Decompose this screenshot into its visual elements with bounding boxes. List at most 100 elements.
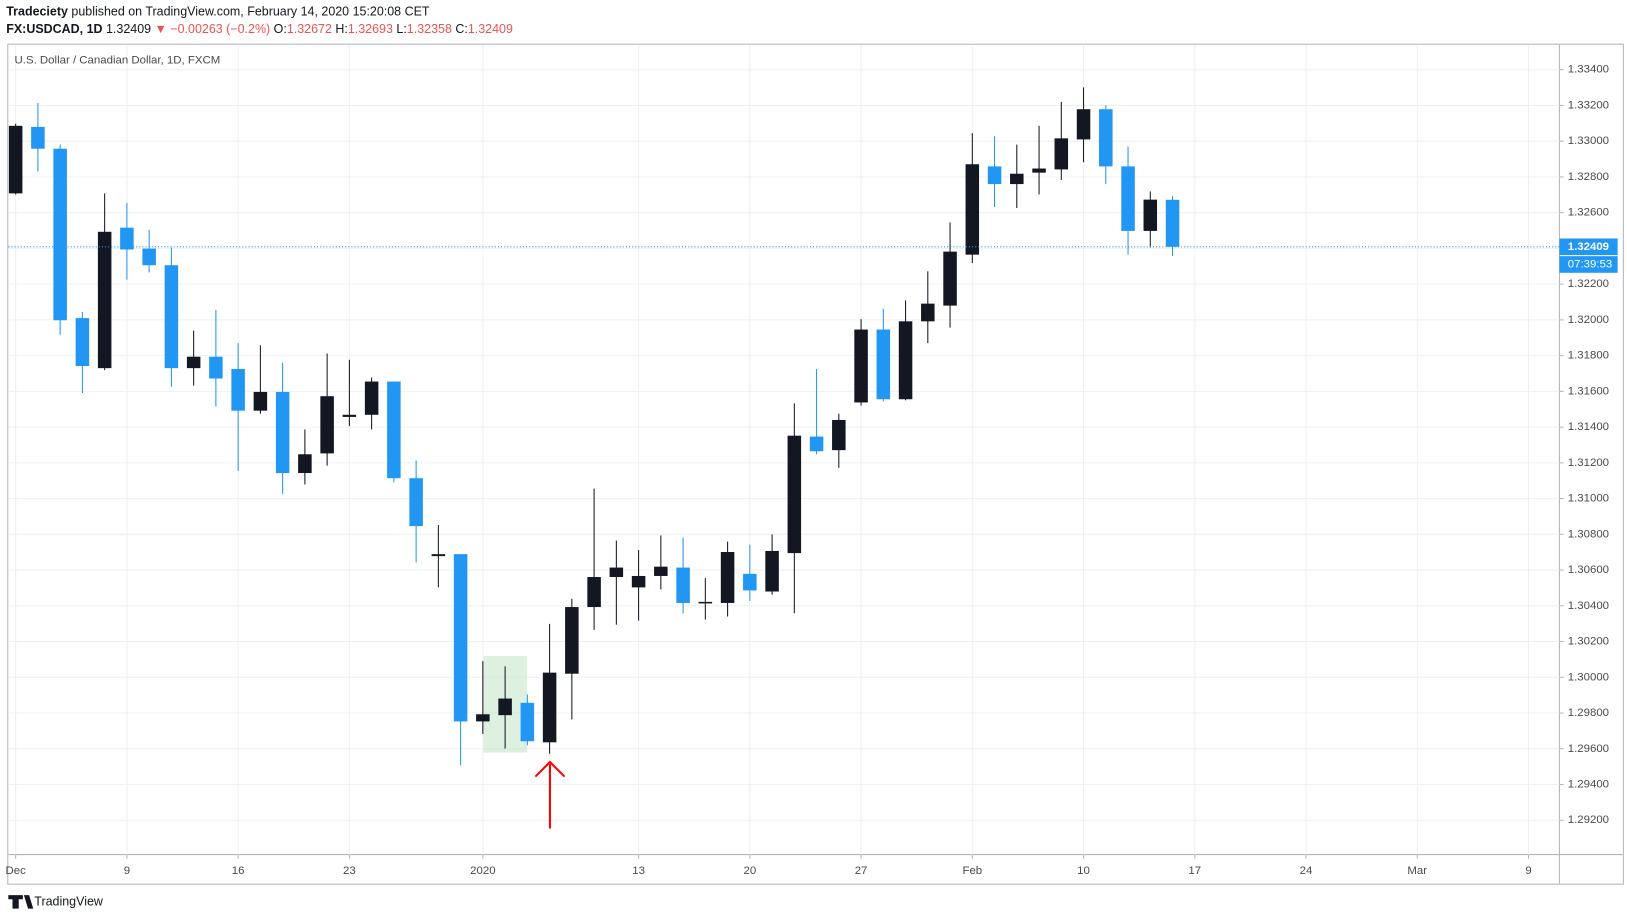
candle-body: [342, 414, 357, 417]
y-tick-label: 1.32600: [1568, 207, 1609, 219]
change: ▼ −0.00263 (−0.2%): [155, 22, 271, 36]
x-tick-label: 23: [343, 865, 356, 877]
candle-body: [364, 381, 379, 415]
x-tick-label: 2020: [470, 865, 495, 877]
ohlc-value: 1.32693: [348, 22, 393, 36]
ohlc-value: 1.32358: [407, 22, 452, 36]
candle-body: [876, 329, 891, 400]
candle-body: [476, 714, 490, 722]
candle-body: [97, 231, 112, 369]
y-tick-label: 1.32200: [1568, 278, 1609, 290]
candle-body: [253, 391, 268, 411]
candle-body: [654, 566, 668, 576]
ohlc-value: 1.32672: [287, 22, 332, 36]
x-tick-label: Feb: [962, 865, 982, 877]
candle-body: [720, 552, 735, 603]
y-tick-label: 1.32800: [1568, 171, 1609, 183]
candle-body: [832, 419, 846, 451]
candle-body: [698, 601, 713, 604]
arrow-head: [534, 760, 566, 778]
ohlc-label: H:: [335, 22, 347, 36]
candle-body: [31, 126, 45, 149]
x-tick-label: 9: [124, 865, 130, 877]
candle-body: [387, 381, 401, 479]
y-tick-label: 1.30000: [1568, 671, 1609, 683]
candle-body: [8, 125, 23, 194]
candle-body: [809, 436, 824, 452]
candles: [8, 87, 1560, 766]
y-tick-label: 1.31200: [1568, 457, 1609, 469]
candle-body: [565, 607, 579, 674]
y-tick-label: 1.29600: [1568, 743, 1609, 755]
candle-body: [854, 329, 868, 403]
candle-body: [943, 251, 957, 306]
candle-body: [75, 318, 90, 366]
candle-body: [631, 575, 646, 588]
candle-body: [587, 577, 601, 608]
candle-body: [142, 248, 156, 266]
candle-body: [1010, 173, 1024, 185]
candle-body: [431, 554, 446, 557]
candle-body: [453, 554, 468, 722]
x-tick-label: Dec: [6, 865, 27, 877]
x-tick-label: 17: [1188, 865, 1201, 877]
candle-body: [320, 396, 334, 454]
candle-body: [542, 672, 557, 743]
x-tick-label: 9: [1525, 865, 1531, 877]
candle-body: [498, 698, 512, 716]
candle-body: [520, 702, 535, 742]
countdown: 07:39:53: [1568, 258, 1612, 270]
candle-body: [1076, 109, 1091, 140]
y-tick-label: 1.32000: [1568, 314, 1609, 326]
candle-body: [1121, 166, 1135, 231]
grid: [8, 44, 1560, 855]
y-tick-label: 1.30400: [1568, 600, 1609, 612]
published: published on TradingView.com, February 1…: [71, 5, 430, 19]
last-price-label: 1.32409: [1568, 241, 1609, 253]
candle-body: [209, 356, 223, 379]
candle-body: [609, 567, 624, 578]
ohlc-label: O:: [274, 22, 287, 36]
candle-body: [1165, 199, 1180, 247]
ohlc-value: 1.32409: [468, 22, 513, 36]
header-line-1: Tradeciety published on TradingView.com,…: [6, 5, 430, 19]
ohlc-label: L:: [396, 22, 406, 36]
y-tick-label: 1.29800: [1568, 707, 1609, 719]
x-tick-label: Mar: [1407, 865, 1427, 877]
candle-body: [231, 369, 245, 411]
candle-body: [275, 391, 290, 474]
ohlc-label: C:: [455, 22, 467, 36]
x-tick-label: 16: [232, 865, 245, 877]
candle-body: [1143, 199, 1158, 231]
axes: 1.29200 1.29400 1.29600 1.29800 1.30000 1.302…: [6, 64, 1618, 877]
y-tick-label: 1.33000: [1568, 135, 1609, 147]
y-tick-label: 1.30200: [1568, 636, 1609, 648]
y-tick-label: 1.30800: [1568, 528, 1609, 540]
candle-body: [676, 567, 690, 603]
candle-body: [987, 166, 1002, 185]
x-tick-label: 13: [632, 865, 645, 877]
y-tick-label: 1.31000: [1568, 493, 1609, 505]
last-price: 1.32409: [106, 22, 151, 36]
candle-body: [898, 321, 913, 400]
y-tick-label: 1.33200: [1568, 99, 1609, 111]
candle-body: [743, 573, 757, 591]
candle-body: [1099, 109, 1113, 167]
x-tick-label: 10: [1077, 865, 1090, 877]
x-tick-label: 27: [855, 865, 868, 877]
candle-body: [1054, 138, 1069, 170]
header-line-2: FX:USDCAD, 1D 1.32409 ▼ −0.00263 (−0.2%)…: [6, 22, 513, 36]
y-tick-label: 1.29400: [1568, 779, 1609, 791]
y-tick-label: 1.29200: [1568, 814, 1609, 826]
candle-body: [921, 303, 935, 322]
chart-title: U.S. Dollar / Canadian Dollar, 1D, FXCM: [15, 54, 221, 66]
x-tick-label: 24: [1300, 865, 1313, 877]
candle-body: [765, 550, 779, 592]
candle-body: [409, 478, 423, 527]
footer-brand: TradingView: [34, 895, 104, 909]
candle-body: [787, 435, 802, 554]
candle-body: [1032, 168, 1046, 173]
chart-frame: [7, 43, 1624, 885]
last-price-box: [1559, 238, 1618, 256]
